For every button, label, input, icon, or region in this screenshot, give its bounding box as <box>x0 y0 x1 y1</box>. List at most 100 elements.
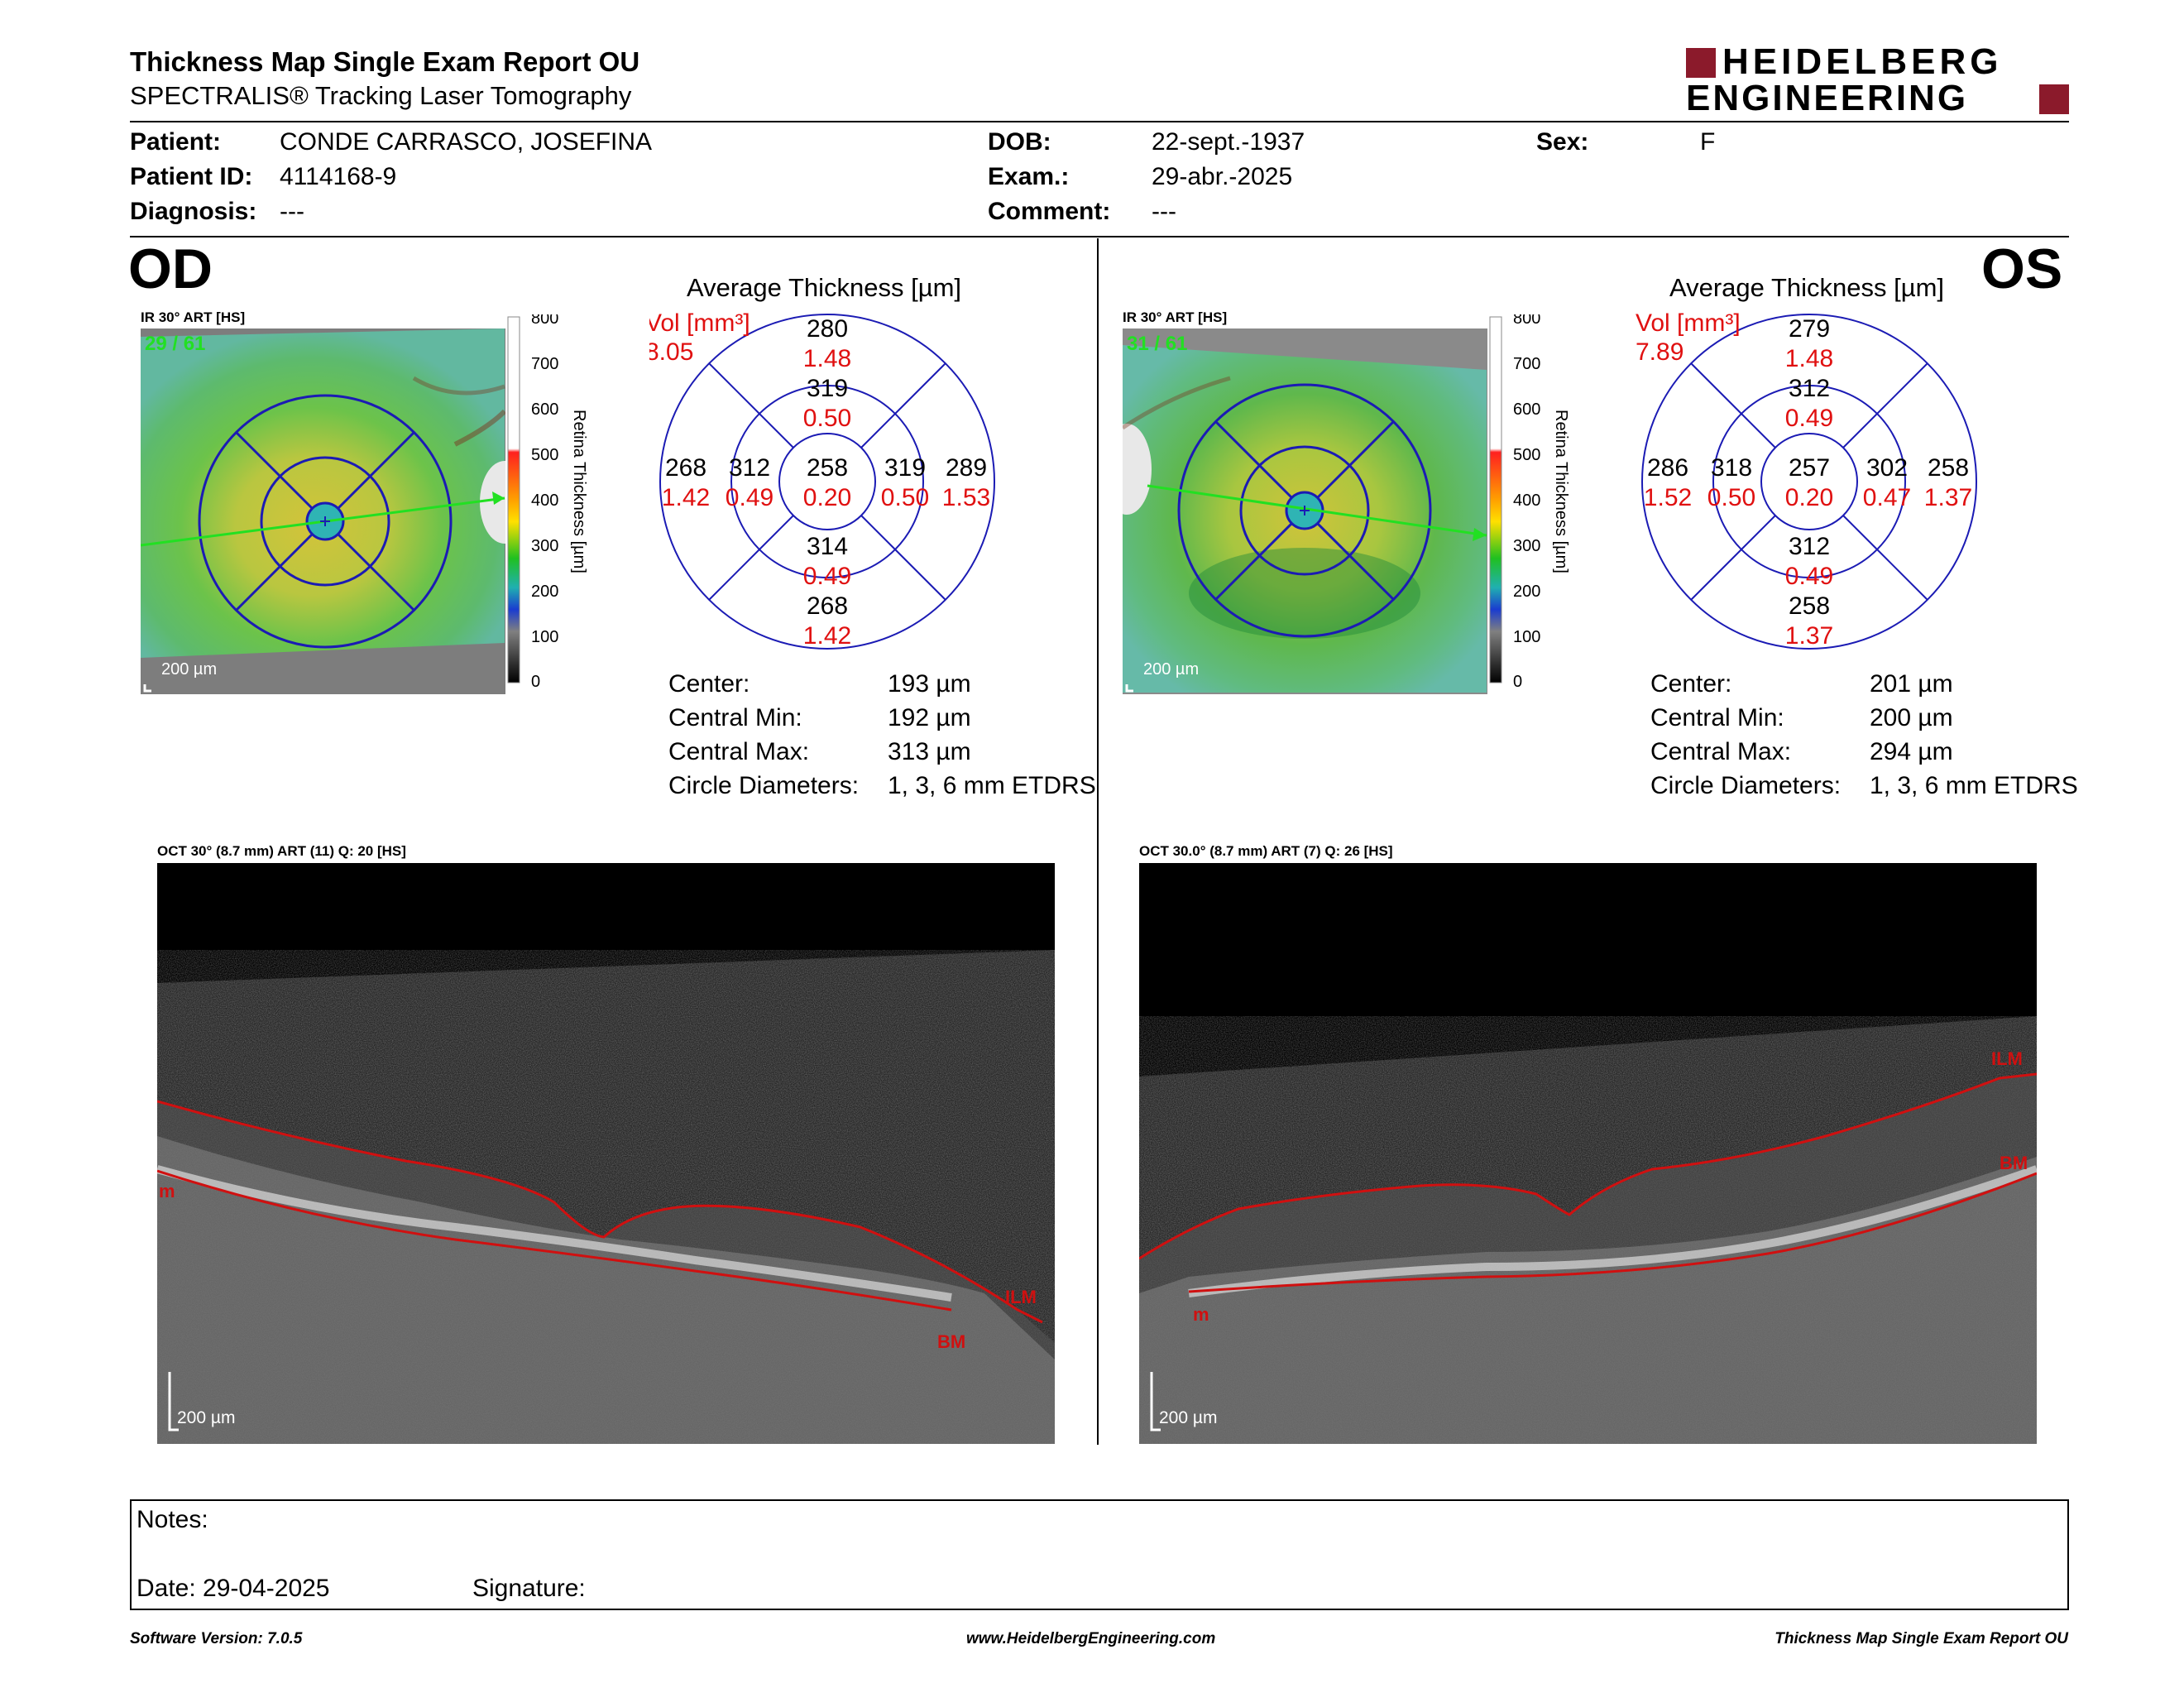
colorbar-tick: 0 <box>531 673 540 687</box>
colorbar-tick: 300 <box>531 537 558 555</box>
od-min-label: Central Min: <box>668 704 802 731</box>
od-colorbar: 800 700 600 500 400 300 200 100 0 Retina… <box>507 314 588 687</box>
logo-square-bottom <box>2039 84 2069 114</box>
od-vol-value: 8.05 <box>649 338 693 366</box>
colorbar-tick: 100 <box>1513 628 1540 646</box>
diagnosis-value: --- <box>280 198 304 225</box>
os-frame-count: 31 / 61 <box>1127 333 1187 355</box>
os-oct-caption: OCT 30.0° (8.7 mm) ART (7) Q: 26 [HS] <box>1139 843 1393 859</box>
os-center-value: 201 µm <box>1870 670 1953 698</box>
colorbar-tick: 200 <box>531 583 558 601</box>
os-outer-sup-thickness: 279 <box>1789 315 1830 343</box>
os-center-thickness: 257 <box>1789 454 1830 482</box>
colorbar-tick: 400 <box>531 492 558 510</box>
os-vol-value: 7.89 <box>1636 338 1684 366</box>
patient-id: 4114168-9 <box>280 163 397 190</box>
os-center-volume: 0.20 <box>1785 484 1833 511</box>
os-bm-label: BM <box>2000 1153 2028 1173</box>
od-m-label: m <box>159 1181 175 1201</box>
od-inner-sup-volume: 0.50 <box>803 405 851 432</box>
report-subtitle: SPECTRALIS® Tracking Laser Tomography <box>130 81 632 110</box>
colorbar-tick: 700 <box>1513 355 1540 373</box>
report-title: Thickness Map Single Exam Report OU <box>130 46 640 77</box>
os-outer-right-thickness: 258 <box>1928 454 1969 482</box>
os-m-label: m <box>1193 1304 1209 1325</box>
os-inner-right-thickness: 302 <box>1866 454 1908 482</box>
od-outer-right-volume: 1.53 <box>942 484 990 511</box>
od-ir-scale: 200 µm <box>161 660 217 679</box>
od-inner-inf-volume: 0.49 <box>803 563 851 590</box>
od-inner-sup-thickness: 319 <box>807 375 848 402</box>
os-inner-inf-thickness: 312 <box>1789 533 1830 560</box>
od-outer-left-volume: 1.42 <box>662 484 710 511</box>
signature-label: Signature: <box>472 1575 586 1602</box>
od-inner-right-thickness: 319 <box>884 454 926 482</box>
od-thickness-map: 29 / 61 200 µm <box>141 328 505 694</box>
header-rule <box>130 121 2069 122</box>
os-outer-left-volume: 1.52 <box>1644 484 1692 511</box>
od-oct-scan: ILM BM m 200 µm <box>157 863 1055 1444</box>
os-oct-scale: 200 µm <box>1159 1408 1217 1427</box>
colorbar-tick: 800 <box>531 314 558 328</box>
os-outer-inf-volume: 1.37 <box>1785 622 1833 650</box>
colorbar-axis-label: Retina Thickness [µm] <box>1552 410 1570 573</box>
od-avg-title: Average Thickness [µm] <box>687 273 962 302</box>
os-colorbar: 800 700 600 500 400 300 200 100 0 Retina… <box>1489 314 1570 687</box>
patient-name: CONDE CARRASCO, JOSEFINA <box>280 128 653 156</box>
colorbar-axis-label: Retina Thickness [µm] <box>570 410 588 573</box>
od-outer-inf-volume: 1.42 <box>803 622 851 650</box>
sex-value: F <box>1700 128 1716 156</box>
od-diam-value: 1, 3, 6 mm ETDRS <box>888 772 1096 799</box>
logo-square-top <box>1686 48 1716 78</box>
od-eye-label: OD <box>128 237 213 300</box>
od-inner-inf-thickness: 314 <box>807 533 848 560</box>
comment-value: --- <box>1152 198 1176 225</box>
colorbar-tick: 0 <box>1513 673 1522 687</box>
patient-rule <box>130 236 2069 237</box>
colorbar-tick: 700 <box>531 355 558 373</box>
os-outer-left-thickness: 286 <box>1647 454 1688 482</box>
os-max-label: Central Max: <box>1650 738 1792 765</box>
os-max-value: 294 µm <box>1870 738 1953 765</box>
colorbar-tick: 500 <box>1513 446 1540 464</box>
patient-label: Patient: <box>130 128 222 156</box>
exam-label: Exam.: <box>988 163 1070 190</box>
os-center-label: Center: <box>1650 670 1732 698</box>
os-outer-sup-volume: 1.48 <box>1785 345 1833 372</box>
footer-report-title: Thickness Map Single Exam Report OU <box>1774 1630 2068 1647</box>
os-ir-scale: 200 µm <box>1143 660 1199 679</box>
os-inner-inf-volume: 0.49 <box>1785 563 1833 590</box>
heidelberg-logo: HEIDELBERG ENGINEERING <box>1686 41 2069 118</box>
od-center-volume: 0.20 <box>803 484 851 511</box>
colorbar-tick: 500 <box>531 446 558 464</box>
od-inner-left-volume: 0.49 <box>726 484 774 511</box>
software-version: Software Version: 7.0.5 <box>130 1630 303 1647</box>
od-ilm-label: ILM <box>1005 1287 1037 1307</box>
os-ir-caption: IR 30° ART [HS] <box>1123 309 1228 325</box>
os-oct-scan: ILM BM m 200 µm <box>1139 863 2037 1444</box>
os-inner-left-volume: 0.50 <box>1707 484 1755 511</box>
os-inner-right-volume: 0.47 <box>1863 484 1911 511</box>
diagnosis-label: Diagnosis: <box>130 198 257 225</box>
os-vol-label: Vol [mm³] <box>1636 309 1741 337</box>
dob-value: 22-sept.-1937 <box>1152 128 1305 156</box>
colorbar-tick: 300 <box>1513 537 1540 555</box>
os-outer-inf-thickness: 258 <box>1789 592 1830 620</box>
os-min-label: Central Min: <box>1650 704 1784 731</box>
od-diam-label: Circle Diameters: <box>668 772 860 799</box>
os-diam-value: 1, 3, 6 mm ETDRS <box>1870 772 2078 799</box>
sex-label: Sex: <box>1536 128 1589 156</box>
logo-line1: HEIDELBERG <box>1722 41 2003 82</box>
notes-label: Notes: <box>136 1506 208 1533</box>
od-center-value: 193 µm <box>888 670 971 698</box>
colorbar-tick: 100 <box>531 628 558 646</box>
od-center-thickness: 258 <box>807 454 848 482</box>
logo-line2: ENGINEERING <box>1686 78 1969 118</box>
od-min-value: 192 µm <box>888 704 971 731</box>
website-link[interactable]: www.HeidelbergEngineering.com <box>966 1630 1216 1647</box>
os-min-value: 200 µm <box>1870 704 1953 731</box>
dob-label: DOB: <box>988 128 1051 156</box>
notes-box: Notes: Date: 29-04-2025 Signature: <box>130 1499 2069 1610</box>
os-inner-left-thickness: 318 <box>1711 454 1752 482</box>
eye-divider <box>1097 238 1099 1445</box>
